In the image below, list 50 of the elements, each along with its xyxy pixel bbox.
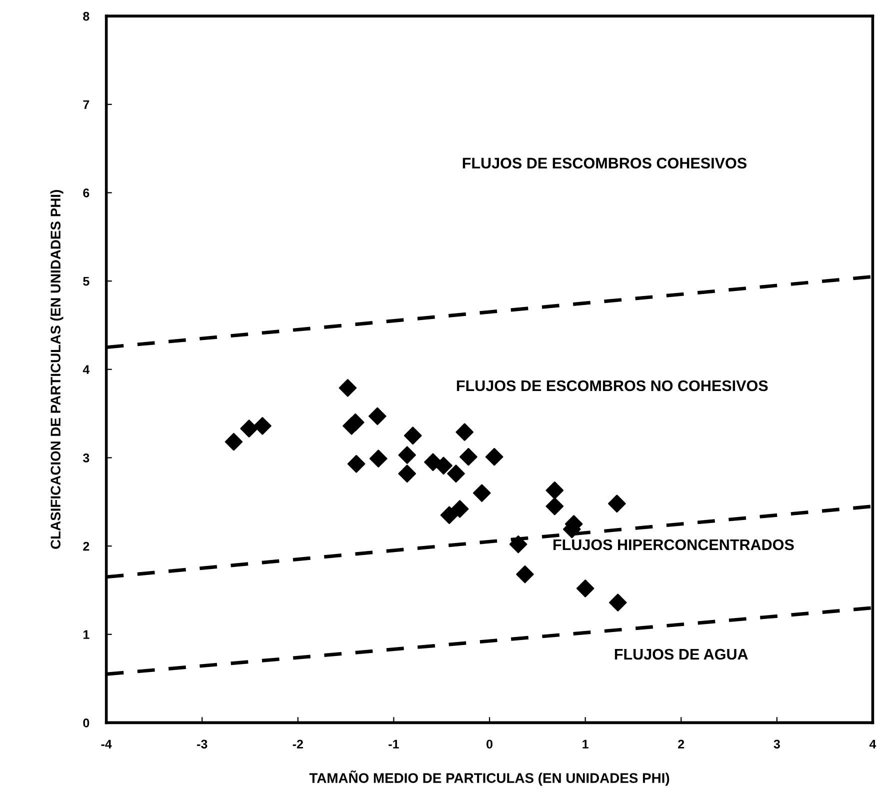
point [546, 481, 564, 500]
y-tick-label: 4 [82, 365, 90, 374]
point [368, 407, 386, 426]
x-tick-label: 4 [869, 740, 876, 748]
point [447, 464, 465, 483]
point [608, 494, 626, 513]
point [440, 506, 458, 524]
point [434, 456, 452, 475]
point [456, 423, 474, 442]
y-tick-label: 6 [83, 188, 90, 198]
point [546, 497, 564, 516]
point [460, 448, 478, 466]
point [346, 413, 364, 432]
y-tick-label: 8 [83, 12, 90, 21]
x-tick-label: -3 [197, 740, 208, 749]
point [369, 450, 388, 468]
point [240, 420, 258, 438]
y-tick-label: 3 [82, 454, 90, 462]
point [338, 379, 357, 397]
x-tick-label: 3 [774, 740, 780, 749]
x-axis-title: TAMAÑO MEDIO DE PARTICULAS (EN UNIDADES PHI) [309, 770, 670, 786]
y-tick-label: 2 [83, 542, 90, 551]
point [608, 594, 627, 612]
point [472, 484, 491, 502]
x-tick-label: 2 [678, 740, 684, 748]
annotation: FLUJOS DE AGUA [614, 648, 748, 660]
y-tick-label: 7 [83, 100, 90, 109]
x-tick-label: -2 [292, 740, 303, 748]
annotation: FLUJOS DE ESCOMBROS COHESIVOS [462, 158, 746, 169]
x-tick-label: -4 [101, 740, 112, 748]
point [516, 565, 534, 584]
point [450, 500, 469, 518]
point [509, 535, 528, 554]
point [254, 417, 272, 435]
x-tick-label: -1 [388, 740, 399, 748]
point [224, 432, 243, 451]
x-tick-label: 1 [582, 740, 588, 748]
point [398, 464, 416, 483]
point [347, 454, 366, 473]
y-tick-label: 0 [83, 718, 90, 728]
annotation: FLUJOS HIPERCONCENTRADOS [554, 539, 794, 550]
point [485, 448, 504, 466]
point [404, 426, 422, 445]
y-tick-label: 1 [83, 630, 90, 639]
x-tick-label: 0 [486, 740, 492, 749]
point [576, 580, 594, 598]
annotation: FLUJOS DE ESCOMBROS NO COHESIVOS [456, 380, 768, 392]
y-axis-title: CLASIFICACION DE PARTICULAS (EN UNIDADES PHI) [50, 190, 64, 549]
y-tick-label: 5 [83, 276, 90, 286]
point [398, 446, 416, 464]
